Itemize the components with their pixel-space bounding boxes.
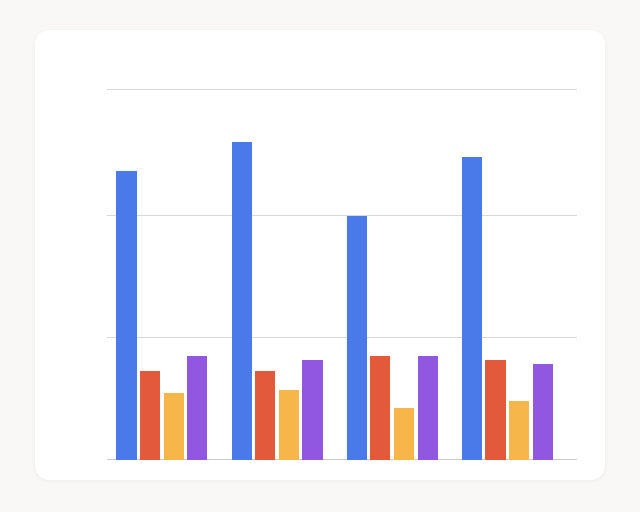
chart-gridline: [107, 215, 577, 216]
chart-plot-area: [107, 90, 577, 460]
chart-bar: [394, 408, 414, 460]
chart-bar: [187, 356, 207, 460]
chart-bar: [418, 356, 438, 460]
chart-bar: [485, 360, 505, 460]
chart-bar: [509, 401, 529, 460]
chart-gridline: [107, 89, 577, 90]
chart-bar: [279, 390, 299, 460]
chart-gridline: [107, 337, 577, 338]
chart-bar: [140, 371, 160, 460]
chart-bar: [164, 393, 184, 460]
chart-bar: [462, 157, 482, 460]
chart-bar: [370, 356, 390, 460]
chart-bar: [232, 142, 252, 460]
chart-bar: [302, 360, 322, 460]
chart-bar: [255, 371, 275, 460]
chart-bar: [533, 364, 553, 460]
chart-bar: [116, 171, 136, 460]
chart-bar: [347, 216, 367, 460]
chart-card: [35, 30, 605, 480]
